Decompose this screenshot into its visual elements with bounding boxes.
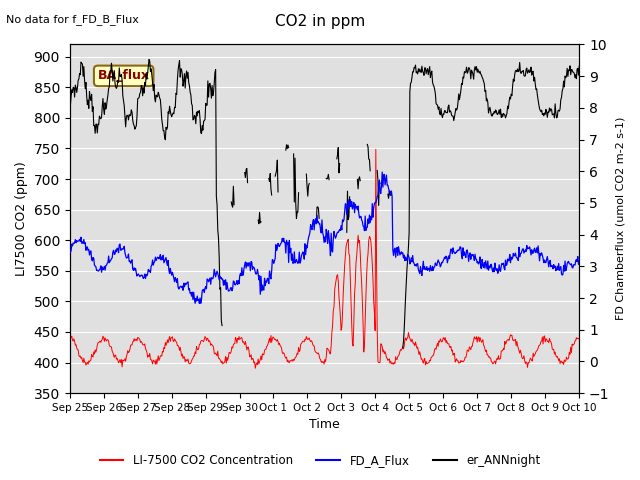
Y-axis label: FD Chamberflux (umol CO2 m-2 s-1): FD Chamberflux (umol CO2 m-2 s-1) — [615, 117, 625, 321]
Text: CO2 in ppm: CO2 in ppm — [275, 14, 365, 29]
Legend: LI-7500 CO2 Concentration, FD_A_Flux, er_ANNnight: LI-7500 CO2 Concentration, FD_A_Flux, er… — [95, 449, 545, 472]
X-axis label: Time: Time — [309, 419, 340, 432]
Y-axis label: LI7500 CO2 (ppm): LI7500 CO2 (ppm) — [15, 161, 28, 276]
Text: BA_flux: BA_flux — [98, 70, 150, 83]
Text: No data for f_FD_B_Flux: No data for f_FD_B_Flux — [6, 14, 140, 25]
